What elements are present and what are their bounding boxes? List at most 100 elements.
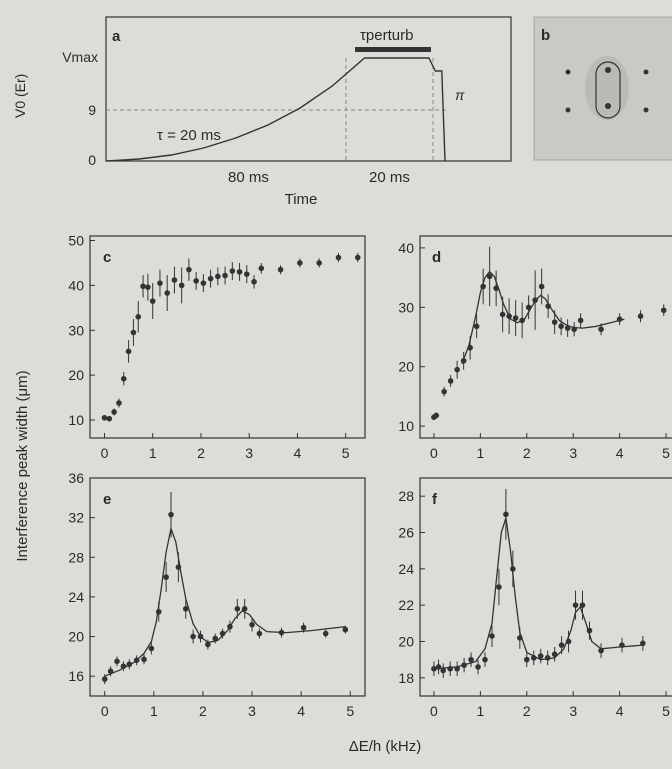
panel-f-ytick-label: 20 (398, 634, 414, 650)
panel-b-peak-bottom (605, 103, 611, 109)
panel-c-data-point (354, 254, 361, 261)
panel-b-side-peak-1 (565, 69, 571, 75)
panel-e-data-point (197, 633, 204, 640)
panel-d-data-point (551, 319, 558, 325)
panel-e-ytick-label: 28 (68, 549, 84, 565)
panel-d-data-point (447, 378, 454, 384)
panel-e-xtick-label: 3 (248, 703, 256, 719)
panel-e-data-point (256, 630, 263, 637)
panel-e-ytick-label: 24 (68, 589, 84, 605)
panel-e-data-point (133, 657, 140, 664)
panel-e-data-point (249, 621, 255, 628)
panel-f-data-point (544, 655, 551, 661)
panel-f-data-point (586, 627, 593, 634)
panel-f-data-point (558, 642, 565, 648)
panel-d-data-point (493, 285, 499, 292)
panel-e-data-point (101, 676, 108, 682)
panel-c-plot: 0 1 2 3 4 5 10 20 30 40 50 (68, 232, 361, 461)
panel-c-xtick-label: 2 (197, 445, 205, 461)
panel-c-ytick-label: 20 (68, 367, 84, 383)
panel-c-data-point (243, 271, 250, 277)
panel-f-data-point (598, 647, 604, 654)
panel-d-plot: 0 1 2 3 4 5 10 20 30 40 (398, 240, 670, 461)
panel-e-frame (89, 477, 366, 697)
panel-f-data-point (523, 656, 530, 663)
panel-a-ramp-duration: 80 ms (228, 169, 269, 186)
panel-e-xtick-label: 2 (199, 703, 207, 719)
panel-d-ytick-label: 40 (398, 240, 414, 256)
panel-a-xlabel: Time (285, 191, 318, 208)
panel-a-potential-curve (106, 57, 446, 162)
panel-f-data-point (454, 665, 460, 672)
panel-f-data-point (537, 653, 544, 659)
panel-d-data-point (486, 273, 493, 280)
panel-c-data-point (130, 329, 137, 336)
panel-e-ytick-label: 20 (68, 629, 84, 645)
panel-f-data-point (572, 602, 579, 608)
panel-d-ytick-label: 30 (398, 299, 414, 315)
panel-f-data-point (468, 656, 474, 663)
panel-c-xtick-label: 4 (294, 445, 302, 461)
panel-f-ytick-label: 24 (398, 561, 414, 577)
panel-d-ytick-label: 10 (398, 418, 414, 434)
panel-b-contour (595, 61, 621, 119)
panel-c-frame (89, 235, 366, 439)
panel-c-data-point (258, 265, 265, 272)
panel-a-label: a (112, 28, 121, 45)
panel-f-data-point (517, 635, 523, 641)
panel-c-ytick-label: 40 (68, 277, 84, 293)
panel-e-data-point (175, 564, 182, 570)
panel-a-hold-duration: 20 ms (369, 169, 410, 186)
panel-e-data-point (190, 633, 196, 640)
panel-e-xtick-label: 5 (346, 703, 354, 719)
panel-f-data-point (482, 656, 488, 663)
panel-f-data-point (496, 584, 502, 590)
panel-d-data-point (545, 303, 551, 309)
panel-d-ytick-label: 20 (398, 359, 414, 375)
panel-f-xtick-label: 0 (430, 703, 438, 719)
panel-d-data-point (538, 283, 545, 290)
panel-a-perturb-bar (355, 47, 431, 52)
panel-e-data-point (114, 658, 120, 665)
panel-f-data-point (619, 642, 625, 648)
panel-d-data-point (525, 304, 532, 311)
panel-a-pi-label: π (455, 87, 465, 103)
panel-a: a V0 (Er) 0 9 Vmax τperturb π τ = 20 ms … (12, 16, 512, 208)
panel-e-xtick-label: 1 (150, 703, 158, 719)
panel-d-data-point (473, 323, 480, 330)
panel-c-xtick-label: 0 (101, 445, 109, 461)
panel-f-data-point (551, 651, 558, 658)
panel-e-data-point (212, 635, 219, 642)
panel-f-data-point (565, 638, 572, 645)
panel-b-glow (585, 56, 629, 120)
panel-d-data-point (460, 357, 467, 364)
panel-d-data-point (564, 325, 571, 331)
panel-c-data-point (193, 278, 199, 284)
panel-c-data-point (140, 283, 146, 290)
panel-d-data-point (499, 311, 506, 318)
panel-f-data-point (579, 602, 586, 608)
panel-f-data-point (510, 566, 516, 572)
panel-f-data-point (640, 640, 646, 647)
panel-e-data-point (168, 511, 174, 518)
panel-f-data-point (431, 665, 437, 672)
panel-c-data-point (164, 290, 170, 296)
panel-c-ytick-label: 10 (68, 412, 84, 428)
panel-c-data-point (200, 280, 207, 286)
panel-e-ytick-label: 32 (68, 510, 84, 526)
panel-c-data-point (297, 260, 303, 266)
panel-a-ytick-9: 9 (88, 102, 96, 118)
panel-e-data-point (342, 626, 349, 633)
panel-e-data-point (163, 574, 169, 580)
panel-e-data-point (234, 606, 241, 612)
panel-c-data-point (111, 409, 117, 415)
panel-e-ytick-label: 36 (68, 470, 84, 486)
panel-c-data-point (101, 415, 108, 421)
panel-f-data-point (475, 664, 481, 670)
panel-c-data-point (251, 278, 257, 285)
panel-e: e 0 1 2 3 4 5 16 20 24 28 32 36 (68, 470, 366, 719)
panel-c-data-point (178, 282, 185, 289)
panel-d-data-point (532, 297, 538, 303)
panel-f-data-point (435, 664, 442, 670)
panel-f: f 0 1 2 3 4 5 18 20 22 24 26 28 (398, 477, 672, 719)
